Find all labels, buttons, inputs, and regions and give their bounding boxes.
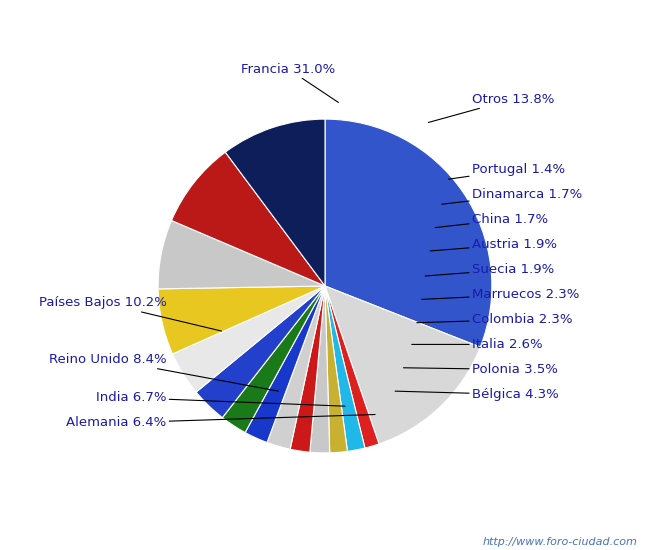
- Wedge shape: [226, 119, 325, 286]
- Wedge shape: [172, 152, 325, 286]
- Text: Bélgica 4.3%: Bélgica 4.3%: [395, 388, 558, 401]
- Text: Italia 2.6%: Italia 2.6%: [412, 338, 543, 351]
- Wedge shape: [290, 286, 325, 452]
- Wedge shape: [267, 286, 325, 449]
- Text: Olot - Turistas extranjeros según país - Agosto de 2024: Olot - Turistas extranjeros según país -…: [75, 13, 575, 29]
- Text: China 1.7%: China 1.7%: [435, 213, 548, 228]
- Text: Austria 1.9%: Austria 1.9%: [430, 238, 557, 251]
- Wedge shape: [325, 286, 348, 453]
- Text: Países Bajos 10.2%: Países Bajos 10.2%: [38, 296, 222, 331]
- Text: Otros 13.8%: Otros 13.8%: [428, 92, 554, 123]
- Wedge shape: [325, 286, 379, 448]
- Wedge shape: [172, 286, 325, 392]
- Text: Colombia 2.3%: Colombia 2.3%: [417, 313, 573, 326]
- Wedge shape: [158, 286, 325, 354]
- Text: Portugal 1.4%: Portugal 1.4%: [448, 163, 565, 179]
- Wedge shape: [325, 286, 480, 444]
- Text: http://www.foro-ciudad.com: http://www.foro-ciudad.com: [482, 537, 637, 547]
- Text: Suecia 1.9%: Suecia 1.9%: [425, 263, 554, 276]
- Wedge shape: [325, 119, 492, 347]
- Text: Alemania 6.4%: Alemania 6.4%: [66, 415, 375, 430]
- Text: Reino Unido 8.4%: Reino Unido 8.4%: [49, 353, 278, 391]
- Text: Polonia 3.5%: Polonia 3.5%: [404, 363, 558, 376]
- Wedge shape: [158, 221, 325, 289]
- Text: Dinamarca 1.7%: Dinamarca 1.7%: [442, 188, 582, 204]
- Text: India 6.7%: India 6.7%: [96, 391, 345, 406]
- Wedge shape: [196, 286, 325, 417]
- Text: Francia 31.0%: Francia 31.0%: [241, 63, 339, 102]
- Wedge shape: [325, 286, 365, 452]
- Wedge shape: [222, 286, 325, 432]
- Text: Marruecos 2.3%: Marruecos 2.3%: [422, 288, 579, 301]
- Wedge shape: [245, 286, 325, 443]
- Wedge shape: [310, 286, 330, 453]
